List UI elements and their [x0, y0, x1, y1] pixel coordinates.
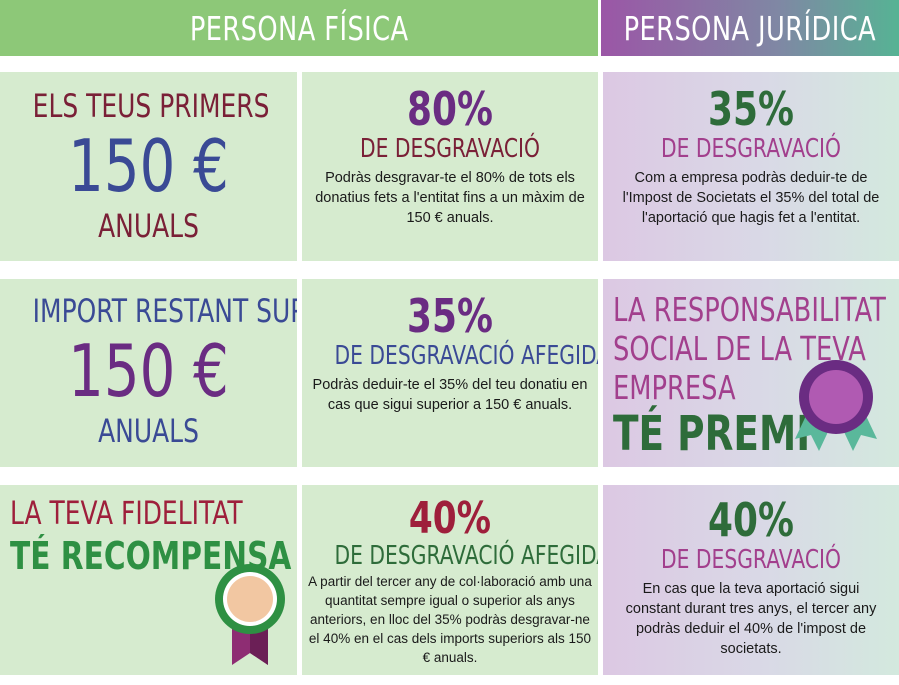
- responsabilitat-highlight: TÉ PREMI: [613, 406, 811, 462]
- remaining-amount-value: 150 €: [68, 329, 229, 413]
- cell-responsabilitat-social: LA RESPONSABILITAT SOCIAL DE LA TEVA EMP…: [603, 279, 899, 467]
- fisica-40-label: DE DESGRAVACIÓ AFEGIDA: [334, 541, 598, 571]
- cell-first-amount: ELS TEUS PRIMERS 150 € ANUALS: [0, 72, 297, 261]
- fidelitat-line-1: LA TEVA FIDELITAT: [10, 494, 243, 532]
- remaining-amount-caption: IMPORT RESTANT SUPERIOR: [32, 292, 297, 330]
- fisica-35-description: Podràs deduir-te el 35% del teu donatiu …: [312, 377, 588, 413]
- fidelitat-highlight: TÉ RECOMPENSA: [10, 534, 292, 578]
- header-persona-fisica-label: PERSONA FÍSICA: [189, 8, 409, 48]
- juridica-35-percentage: 35%: [708, 82, 794, 136]
- cell-remaining-amount: IMPORT RESTANT SUPERIOR 150 € ANUALS: [0, 279, 297, 467]
- first-amount-caption: ELS TEUS PRIMERS: [32, 87, 270, 125]
- fisica-40-percentage: 40%: [408, 493, 492, 544]
- award-ribbon-icon: [795, 360, 877, 451]
- cell-fisica-35: 35% DE DESGRAVACIÓ AFEGIDA Podràs deduir…: [302, 279, 598, 467]
- cell-juridica-40: 40% DE DESGRAVACIÓ En cas que la teva ap…: [603, 485, 899, 675]
- cell-fisica-80: 80% DE DESGRAVACIÓ Podràs desgravar-te e…: [302, 72, 598, 261]
- fisica-80-label: DE DESGRAVACIÓ: [360, 134, 540, 164]
- responsabilitat-line-3: EMPRESA: [613, 368, 736, 407]
- header-persona-juridica-label: PERSONA JURÍDICA: [623, 8, 877, 48]
- responsabilitat-line-2: SOCIAL DE LA TEVA: [613, 329, 866, 368]
- juridica-35-label: DE DESGRAVACIÓ: [661, 134, 841, 164]
- fisica-35-percentage: 35%: [407, 289, 493, 343]
- fisica-80-percentage: 80%: [407, 82, 493, 136]
- cell-juridica-35: 35% DE DESGRAVACIÓ Com a empresa podràs …: [603, 72, 899, 261]
- fisica-35-label: DE DESGRAVACIÓ AFEGIDA: [334, 341, 598, 371]
- fisica-40-description: A partir del tercer any de col·laboració…: [308, 574, 592, 665]
- first-amount-value: 150 €: [68, 124, 229, 208]
- responsabilitat-line-1: LA RESPONSABILITAT: [613, 290, 886, 329]
- juridica-35-description: Com a empresa podràs deduir-te de l'Impo…: [622, 170, 880, 226]
- juridica-40-percentage: 40%: [708, 493, 794, 547]
- cell-fidelitat: LA TEVA FIDELITAT TÉ RECOMPENSA: [0, 485, 297, 675]
- header-persona-juridica: PERSONA JURÍDICA: [601, 0, 899, 56]
- juridica-40-description: En cas que la teva aportació sigui const…: [625, 581, 877, 657]
- first-amount-period: ANUALS: [98, 207, 199, 245]
- medal-ribbon-icon: [215, 564, 285, 665]
- fisica-80-description: Podràs desgravar-te el 80% de tots els d…: [315, 170, 585, 226]
- juridica-40-label: DE DESGRAVACIÓ: [661, 545, 841, 575]
- remaining-amount-period: ANUALS: [98, 412, 199, 450]
- header-persona-fisica: PERSONA FÍSICA: [0, 0, 598, 56]
- cell-fisica-40: 40% DE DESGRAVACIÓ AFEGIDA A partir del …: [302, 485, 598, 675]
